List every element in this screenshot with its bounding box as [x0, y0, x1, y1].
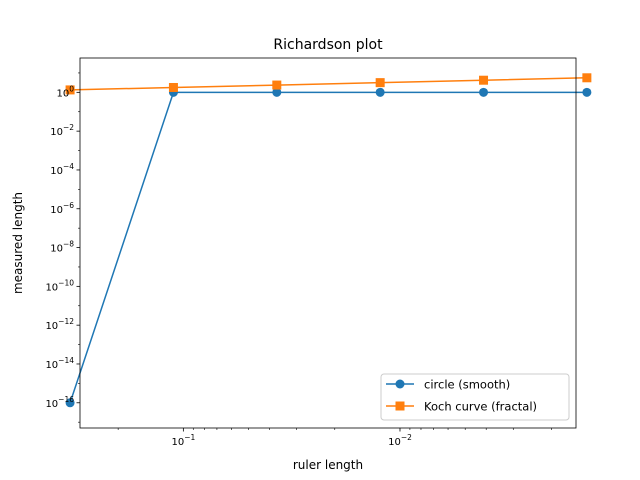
- y-tick-label: 10−4: [50, 162, 74, 177]
- x-axis-label: ruler length: [293, 458, 363, 472]
- legend-marker-circle: [395, 379, 405, 389]
- x-tick-label: 10−2: [388, 433, 412, 448]
- plot-area: [65, 73, 592, 408]
- y-tick-label: 10−6: [50, 201, 74, 216]
- chart-title: Richardson plot: [273, 37, 383, 53]
- legend-marker-koch: [395, 401, 405, 411]
- legend-box: [380, 373, 570, 421]
- data-point-circle: [375, 87, 385, 97]
- data-point-koch: [65, 85, 75, 95]
- axes-frame: [79, 57, 577, 429]
- y-tick-label: 10−10: [45, 278, 74, 293]
- data-point-circle: [479, 87, 489, 97]
- data-point-circle: [65, 398, 75, 408]
- y-tick-label: 100: [56, 84, 74, 99]
- y-axis-label: measured length: [11, 192, 25, 294]
- data-point-circle: [582, 87, 592, 97]
- y-tick-label: 10−14: [45, 356, 74, 371]
- legend-label-circle: circle (smooth): [424, 378, 510, 392]
- y-tick-label: 10−8: [50, 240, 74, 255]
- legend-label-koch: Koch curve (fractal): [424, 400, 537, 414]
- data-point-circle: [272, 87, 282, 97]
- data-point-koch: [479, 75, 489, 85]
- data-point-koch: [168, 82, 178, 92]
- legend: circle (smooth) Koch curve (fractal): [380, 373, 570, 421]
- y-tick-label: 10−12: [45, 317, 74, 332]
- data-point-koch: [272, 80, 282, 90]
- legend-entry-circle: circle (smooth): [386, 378, 510, 392]
- x-tick-label: 10−1: [171, 433, 195, 448]
- data-point-koch: [375, 78, 385, 88]
- data-point-koch: [582, 73, 592, 83]
- y-tick-label: 10−2: [50, 123, 74, 138]
- legend-entry-koch: Koch curve (fractal): [386, 400, 537, 414]
- y-tick-label: 10−16: [45, 395, 74, 410]
- series-line-circle: [69, 91, 587, 404]
- series-line-koch: [70, 77, 587, 91]
